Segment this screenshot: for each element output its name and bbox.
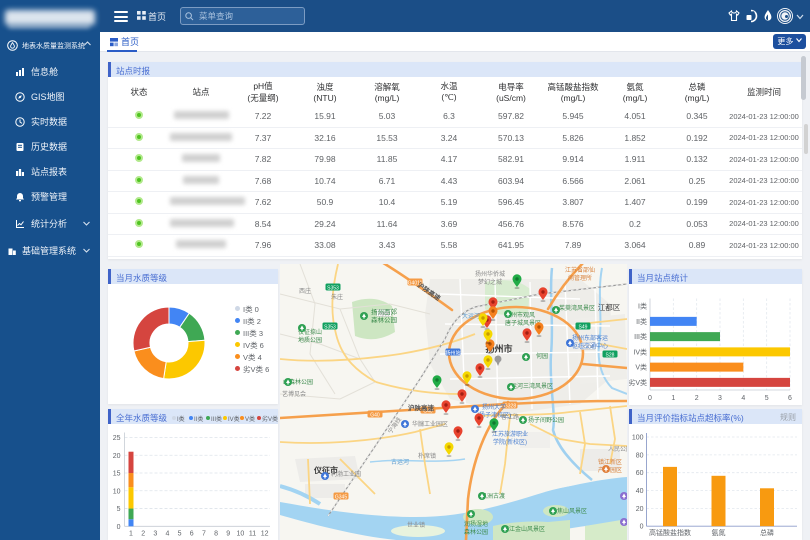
svg-text:S28: S28: [606, 352, 615, 358]
svg-text:扬子间野公园: 扬子间野公园: [528, 416, 564, 424]
svg-text:镇江新区: 镇江新区: [598, 458, 622, 466]
svg-text:12: 12: [261, 530, 269, 537]
svg-text:运河三湾风景区: 运河三湾风景区: [511, 382, 553, 390]
svg-text:25: 25: [113, 435, 121, 442]
svg-text:何园: 何园: [536, 352, 548, 360]
svg-text:高锰酸盐指数: 高锰酸盐指数: [649, 528, 691, 537]
svg-text:2: 2: [141, 530, 145, 537]
svg-text:20: 20: [636, 506, 644, 513]
svg-text:唐子城风景区: 唐子城风景区: [505, 319, 541, 327]
svg-text:9: 9: [226, 530, 230, 537]
svg-text:6: 6: [190, 530, 194, 537]
svg-text:11: 11: [249, 530, 256, 537]
svg-text:森林公园: 森林公园: [371, 315, 397, 324]
svg-text:G345: G345: [335, 494, 347, 500]
svg-text:朴席镇: 朴席镇: [418, 452, 436, 460]
svg-text:学院(新校区): 学院(新校区): [493, 438, 527, 446]
svg-text:1: 1: [129, 530, 133, 537]
svg-text:枢纽交通中心: 枢纽交通中心: [572, 342, 608, 350]
svg-text:G4011: G4011: [408, 280, 423, 286]
svg-text:3: 3: [153, 530, 157, 537]
svg-text:产业园区: 产业园区: [598, 466, 622, 474]
svg-text:5: 5: [178, 530, 182, 537]
svg-text:古运河: 古运河: [391, 458, 409, 466]
svg-text:8: 8: [214, 530, 218, 537]
svg-text:S353: S353: [327, 285, 339, 291]
svg-text:闸管理所: 闸管理所: [568, 274, 592, 282]
svg-text:森林公园: 森林公园: [464, 528, 488, 536]
svg-text:仪征捺山: 仪征捺山: [298, 328, 322, 336]
svg-text:0: 0: [640, 524, 644, 531]
svg-text:瓜洲古渡: 瓜洲古渡: [481, 492, 505, 500]
svg-text:茱萸湾风景区: 茱萸湾风景区: [559, 304, 595, 312]
svg-text:焦山风景区: 焦山风景区: [557, 507, 587, 515]
svg-text:S49: S49: [579, 324, 588, 330]
svg-text:扬州市: 扬州市: [485, 343, 512, 354]
svg-text:江都区: 江都区: [598, 303, 621, 312]
svg-text:0: 0: [648, 395, 652, 402]
svg-text:20: 20: [113, 453, 121, 460]
svg-text:地质公园: 地质公园: [298, 336, 322, 344]
svg-text:V类: V类: [635, 363, 647, 372]
svg-text:大运河: 大运河: [462, 312, 480, 320]
svg-text:仪征市: 仪征市: [313, 465, 338, 475]
svg-text:华牖工业园区: 华牖工业园区: [412, 420, 448, 428]
svg-text:I类: I类: [638, 302, 647, 311]
svg-text:10: 10: [236, 530, 244, 537]
svg-text:利渤工业园: 利渤工业园: [331, 470, 361, 478]
svg-text:X006: X006: [378, 311, 390, 317]
svg-text:0: 0: [117, 524, 121, 531]
svg-text:山森林公园: 山森林公园: [283, 378, 313, 386]
svg-text:西庄: 西庄: [299, 287, 311, 295]
svg-text:2: 2: [695, 395, 699, 402]
svg-text:扬州站: 扬州站: [445, 349, 460, 356]
svg-text:扬州市观风: 扬州市观风: [505, 311, 535, 319]
svg-text:扬州西郊: 扬州西郊: [371, 307, 398, 316]
svg-text:江苏省邵仙: 江苏省邵仙: [565, 266, 595, 274]
svg-text:60: 60: [636, 470, 644, 477]
svg-text:IV类: IV类: [633, 347, 647, 356]
svg-text:1: 1: [671, 395, 675, 402]
svg-text:6: 6: [788, 395, 792, 402]
svg-text:春江路: 春江路: [501, 413, 519, 421]
svg-text:80: 80: [636, 452, 644, 459]
svg-text:100: 100: [632, 435, 644, 442]
svg-text:润扬湿地: 润扬湿地: [464, 520, 488, 528]
svg-text:镇江金山风景区: 镇江金山风景区: [503, 525, 545, 533]
svg-text:总磷: 总磷: [760, 528, 774, 537]
svg-text:沪陕高速: 沪陕高速: [408, 403, 435, 412]
svg-text:7: 7: [202, 530, 206, 537]
svg-text:(扬子津校区): (扬子津校区): [477, 411, 511, 419]
svg-text:G40: G40: [423, 408, 433, 414]
svg-text:扬州华侨城: 扬州华侨城: [475, 270, 505, 278]
svg-text:3: 3: [718, 395, 722, 402]
svg-text:G40: G40: [370, 412, 380, 418]
svg-text:4: 4: [741, 395, 745, 402]
svg-text:扬州大学: 扬州大学: [482, 403, 506, 411]
svg-text:朱庄: 朱庄: [331, 293, 343, 301]
svg-text:III类: III类: [634, 332, 647, 341]
svg-text:江苏旅游职业: 江苏旅游职业: [492, 430, 528, 438]
svg-text:15: 15: [113, 471, 121, 478]
svg-text:人民公园: 人民公园: [608, 446, 627, 453]
svg-text:氨氮: 氨氮: [712, 528, 726, 537]
svg-text:劣V类: 劣V类: [629, 378, 647, 387]
svg-text:40: 40: [636, 488, 644, 495]
svg-text:扬州东部客运: 扬州东部客运: [572, 334, 608, 342]
svg-text:10: 10: [113, 488, 121, 495]
svg-text:世业镇: 世业镇: [407, 521, 425, 529]
svg-text:艺博见会: 艺博见会: [282, 390, 306, 398]
svg-text:4: 4: [165, 530, 169, 537]
svg-text:II类: II类: [636, 317, 647, 326]
svg-text:S353: S353: [324, 324, 336, 330]
svg-text:梦幻之城: 梦幻之城: [478, 278, 502, 286]
svg-text:X204: X204: [582, 344, 594, 350]
svg-text:G328: G328: [504, 403, 516, 409]
svg-text:5: 5: [117, 506, 121, 513]
svg-text:5: 5: [765, 395, 769, 402]
